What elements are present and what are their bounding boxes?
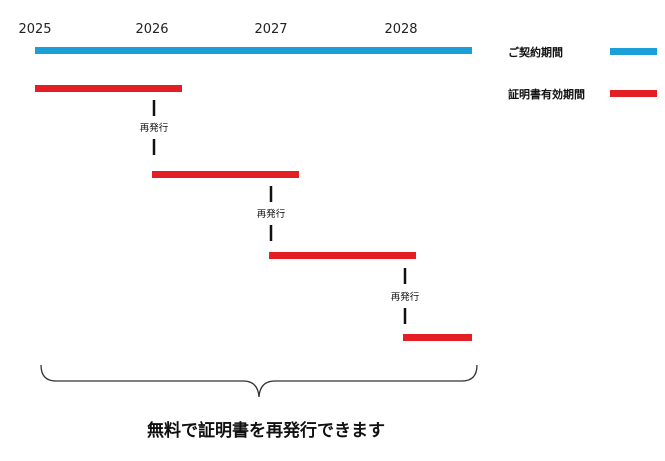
- reissue-label-2: 再発行: [257, 208, 286, 220]
- year-label-2025: 2025: [18, 22, 51, 37]
- legend-contract-swatch: [610, 48, 657, 55]
- reissue-label-1: 再発行: [140, 122, 169, 134]
- year-label-2027: 2027: [254, 22, 287, 37]
- certificate-period-bar-2: [152, 171, 299, 178]
- legend-certificate-label: 証明書有効期間: [508, 87, 585, 101]
- year-label-2028: 2028: [384, 22, 417, 37]
- year-label-2026: 2026: [135, 22, 168, 37]
- certificate-period-bar-1: [35, 85, 182, 92]
- caption-text: 無料で証明書を再発行できます: [147, 420, 385, 441]
- legend-certificate-swatch: [610, 90, 657, 97]
- certificate-period-bar-4: [403, 334, 472, 341]
- contract-period-bar: [35, 47, 472, 54]
- certificate-period-bar-3: [269, 252, 416, 259]
- reissue-label-3: 再発行: [391, 291, 420, 303]
- legend-contract-label: ご契約期間: [508, 45, 563, 59]
- grouping-brace: [40, 364, 478, 398]
